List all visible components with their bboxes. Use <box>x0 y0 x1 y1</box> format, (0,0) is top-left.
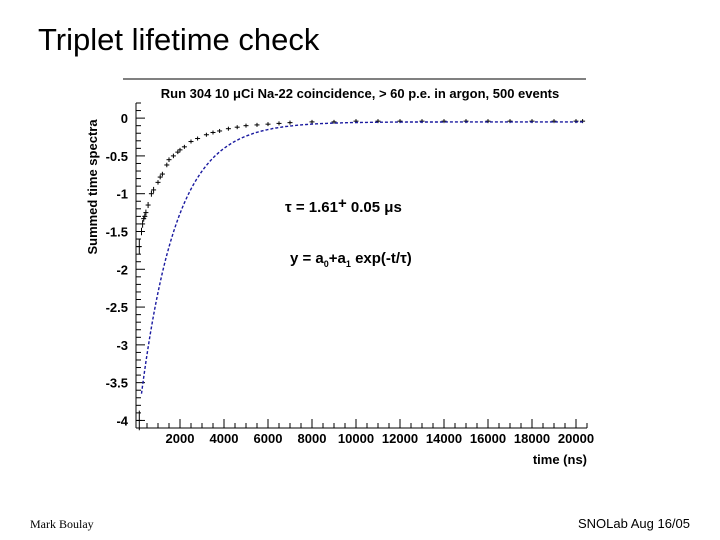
model-sub0: 0 <box>324 259 329 269</box>
y-tick-label: 0 <box>121 111 128 126</box>
y-tick-label: -1.5 <box>106 224 128 239</box>
fit-curve <box>140 121 585 394</box>
tau-annotation: τ = 1.61+ 0.05 μs <box>285 195 402 216</box>
y-tick-label: -2.5 <box>106 300 128 315</box>
x-tick-label: 14000 <box>426 431 462 446</box>
y-tick-label: -3 <box>116 338 128 353</box>
model-y: y = a <box>290 250 324 267</box>
footer-author: Mark Boulay <box>30 517 94 531</box>
x-tick-label: 10000 <box>338 431 374 446</box>
x-tick-label: 20000 <box>558 431 594 446</box>
x-tick-label: 18000 <box>514 431 550 446</box>
x-tick-label: 8000 <box>298 431 327 446</box>
x-tick-label: 16000 <box>470 431 506 446</box>
y-tick-label: -0.5 <box>106 149 128 164</box>
tau-error: 0.05 μs <box>347 199 402 216</box>
tau-value: τ = 1.61 <box>285 199 338 216</box>
model-sub1: 1 <box>346 259 351 269</box>
slide-title: Triplet lifetime check <box>38 22 320 57</box>
y-tick-label: -2 <box>116 262 128 277</box>
y-tick-label: -3.5 <box>106 376 128 391</box>
x-axis-label: time (ns) <box>533 452 587 467</box>
axis-ticks: 0 -0.5 -1 -1.5 -2 -2.5 -3 -3.5 -4 2000 4000 6000 800… <box>106 102 594 446</box>
y-tick-label: -1 <box>116 187 128 202</box>
x-tick-label: 4000 <box>210 431 239 446</box>
tau-plus-minus: + <box>338 195 347 212</box>
model-plus: +a <box>329 250 347 267</box>
y-tick-label: -4 <box>116 413 128 428</box>
data-points <box>136 119 586 431</box>
chart-title: Run 304 10 μCi Na-22 coincidence, > 60 p… <box>161 86 559 101</box>
y-axis-label: Summed time spectra <box>85 119 100 255</box>
x-tick-label: 2000 <box>166 431 195 446</box>
model-rest: exp(-t/τ) <box>351 250 412 267</box>
model-annotation: y = a0+a1 exp(-t/τ) <box>290 250 412 269</box>
x-tick-label: 12000 <box>382 431 418 446</box>
x-tick-label: 6000 <box>254 431 283 446</box>
footer-date: SNOLab Aug 16/05 <box>577 516 690 531</box>
